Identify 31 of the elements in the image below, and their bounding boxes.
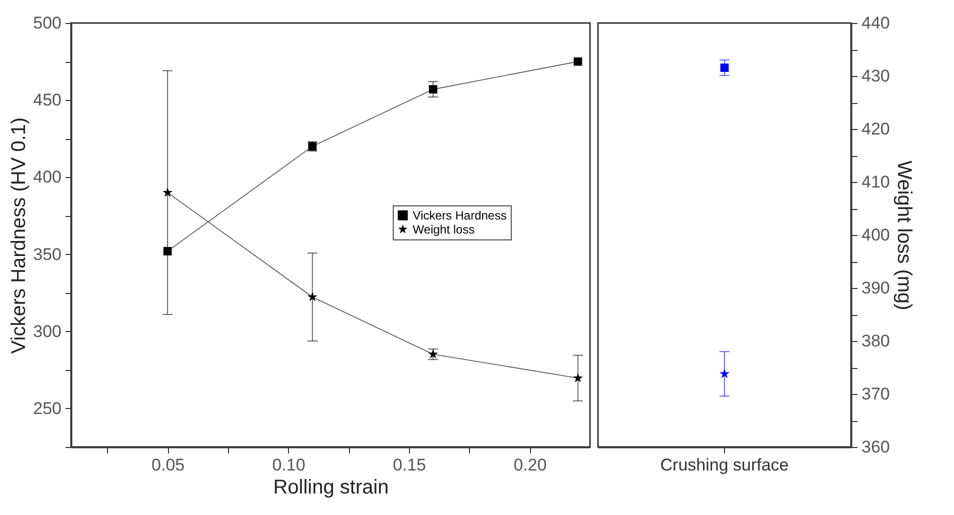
point bbox=[307, 292, 318, 302]
x-tick-label: 0.20 bbox=[514, 456, 547, 474]
y-tick-label: 400 bbox=[33, 168, 62, 187]
x-tick-label: Crushing surface bbox=[660, 456, 789, 474]
x-tick-label: 0.05 bbox=[152, 456, 185, 474]
y-axis-title: Vickers Hardness (HV 0.1) bbox=[8, 117, 30, 354]
y-tick-label: 350 bbox=[33, 244, 62, 264]
y2-axis-title: Weight loss (mg) bbox=[892, 160, 915, 310]
y-tick-label: 250 bbox=[33, 398, 62, 418]
y2-tick-label: 420 bbox=[862, 120, 890, 138]
point bbox=[163, 247, 172, 256]
point bbox=[572, 372, 583, 382]
x-tick-label: 0.10 bbox=[272, 456, 306, 474]
point bbox=[162, 187, 173, 197]
y2-tick-label: 370 bbox=[862, 384, 890, 404]
point bbox=[428, 85, 438, 94]
y2-tick-label: 430 bbox=[862, 66, 890, 86]
legend-label: Vickers Hardness bbox=[412, 208, 507, 222]
y-tick-label: 500 bbox=[33, 14, 62, 32]
point bbox=[574, 57, 582, 66]
y-tick-label: 300 bbox=[33, 322, 62, 341]
y2-tick-label: 410 bbox=[862, 172, 890, 192]
y2-tick-label: 440 bbox=[862, 14, 890, 32]
x-tick-label: 0.15 bbox=[392, 456, 426, 474]
y2-tick-label: 380 bbox=[862, 332, 890, 350]
x-axis-title: Rolling strain bbox=[273, 476, 389, 498]
y2-tick-label: 360 bbox=[862, 438, 890, 456]
y2-tick-label: 400 bbox=[862, 226, 890, 244]
y2-tick-label: 390 bbox=[862, 278, 890, 298]
y-tick-label: 450 bbox=[33, 90, 62, 110]
legend-label: Weight loss bbox=[412, 222, 475, 236]
